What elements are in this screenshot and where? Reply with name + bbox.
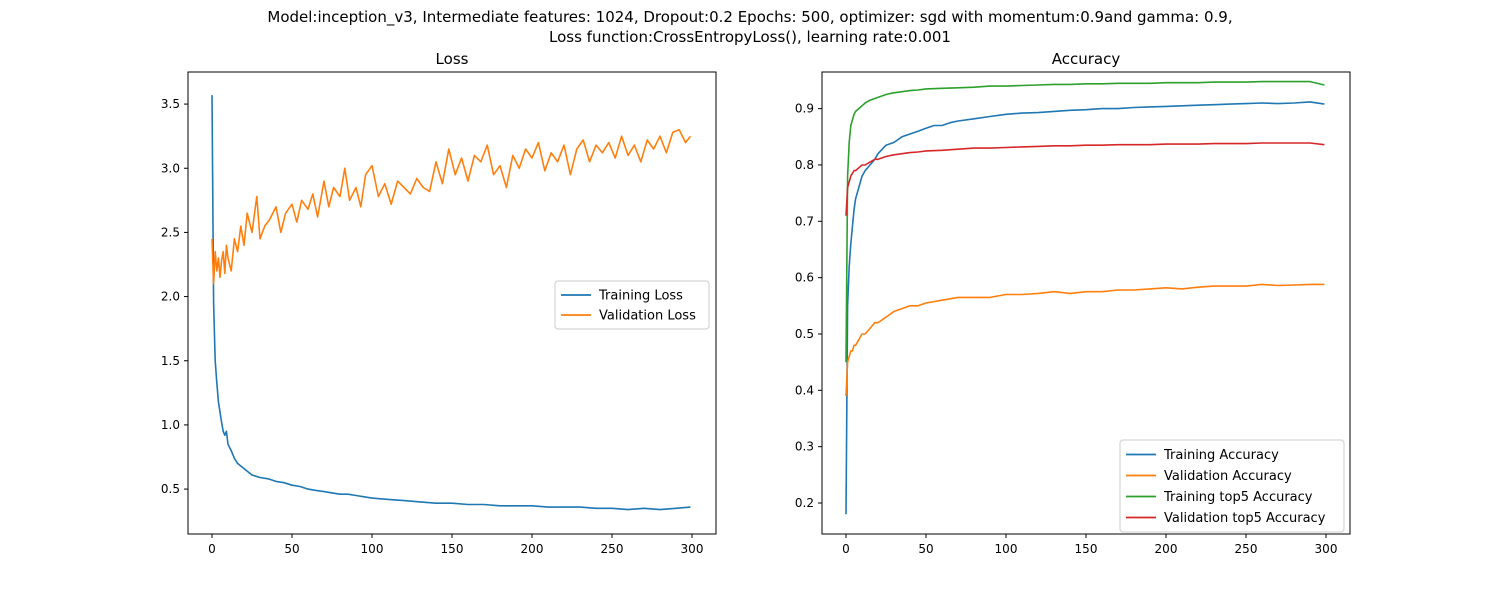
loss-x-tick-label: 200: [521, 542, 544, 556]
loss-y-tick-label: 1.0: [161, 418, 180, 432]
loss-y-tick-label: 3.5: [161, 97, 180, 111]
loss-y-tick-label: 2.5: [161, 225, 180, 239]
loss-y-tick-label: 3.0: [161, 161, 180, 175]
loss-legend: [554, 280, 710, 330]
loss-series-line-1: [211, 95, 691, 511]
loss-x-tick-label: 50: [284, 542, 299, 556]
loss-x-tick-label: 300: [681, 542, 704, 556]
loss-series-line-2: [211, 129, 692, 285]
loss-y-tick-label: 1.5: [161, 354, 180, 368]
loss-chart-title: Loss: [436, 50, 469, 68]
suptitle-line-1: Model:inception_v3, Intermediate feature…: [267, 8, 1233, 26]
loss-x-tick-label: 100: [361, 542, 384, 556]
loss-legend-label-2: Validation Loss: [599, 309, 696, 324]
loss-legend-label-1: Training Loss: [598, 289, 683, 304]
loss-x-tick-label: 0: [208, 542, 216, 556]
loss-y-tick-label: 2.0: [161, 290, 180, 304]
suptitle-line-2: Loss function:CrossEntropyLoss(), learni…: [549, 28, 951, 46]
loss-x-tick-label: 150: [441, 542, 464, 556]
loss-x-tick-label: 250: [601, 542, 624, 556]
loss-y-tick-label: 0.5: [161, 482, 180, 496]
